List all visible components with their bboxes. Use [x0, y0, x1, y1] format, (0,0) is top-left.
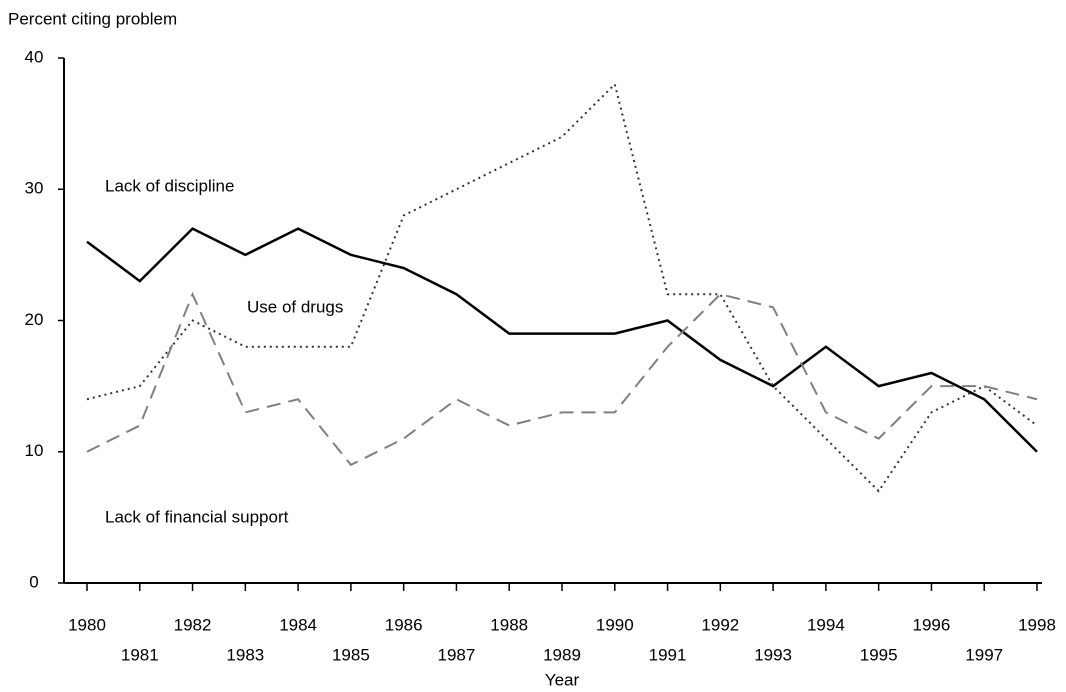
- x-tick-label: 1980: [68, 615, 106, 634]
- x-tick-label: 1985: [332, 645, 370, 664]
- y-tick-label: 20: [25, 310, 44, 329]
- x-tick-label: 1988: [490, 615, 528, 634]
- x-tick-label: 1982: [174, 615, 212, 634]
- x-tick-label: 1989: [543, 645, 581, 664]
- y-tick-label: 0: [29, 572, 38, 591]
- x-tick-label: 1981: [121, 645, 159, 664]
- series-line: [86, 291, 1038, 467]
- x-tick-label: 1995: [860, 645, 898, 664]
- x-axis-label: Year: [545, 670, 580, 689]
- x-tick-label: 1983: [226, 645, 264, 664]
- series-label: Lack of discipline: [105, 176, 234, 195]
- x-tick-label: 1997: [965, 645, 1003, 664]
- x-tick-label: 1987: [438, 645, 476, 664]
- x-tick-label: 1991: [649, 645, 687, 664]
- x-tick-label: 1984: [279, 615, 317, 634]
- series-line: [86, 82, 1038, 493]
- y-tick-label: 40: [25, 47, 44, 66]
- x-tick-label: 1992: [701, 615, 739, 634]
- series-label: Use of drugs: [247, 297, 343, 316]
- x-tick-label: 1994: [807, 615, 845, 634]
- x-tick-label: 1996: [913, 615, 951, 634]
- series-label: Lack of financial support: [105, 507, 289, 526]
- x-tick-label: 1993: [754, 645, 792, 664]
- x-tick-label: 1986: [385, 615, 423, 634]
- x-tick-label: 1998: [1018, 615, 1056, 634]
- y-tick-label: 30: [25, 179, 44, 198]
- y-tick-label: 10: [25, 441, 44, 460]
- series-line: [86, 227, 1038, 453]
- y-axis-label: Percent citing problem: [8, 9, 177, 28]
- x-tick-label: 1990: [596, 615, 634, 634]
